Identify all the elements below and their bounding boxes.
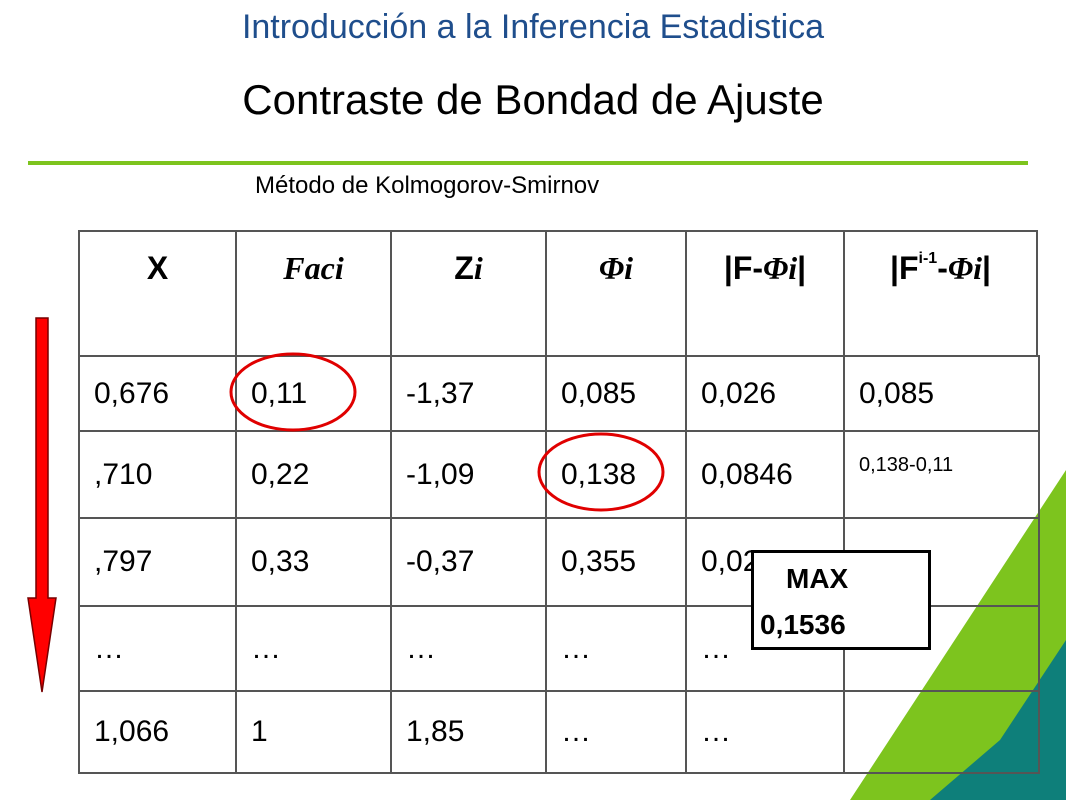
table-cell: 1,066 bbox=[78, 690, 237, 774]
header-text: Φi bbox=[947, 250, 982, 286]
header-cell: X bbox=[78, 230, 237, 357]
table-cell: … bbox=[235, 605, 392, 692]
corner-teal bbox=[930, 640, 1066, 800]
cell-text: 0,676 bbox=[94, 376, 170, 410]
cell-text: 0,085 bbox=[859, 376, 935, 410]
header-text: Φi bbox=[763, 250, 798, 286]
max-box: MAX 0,1536 bbox=[751, 550, 931, 650]
table-cell: -0,37 bbox=[390, 517, 547, 607]
cell-text: 1,066 bbox=[94, 715, 170, 748]
cell-text: … bbox=[251, 631, 281, 665]
cell-text: -1,09 bbox=[406, 457, 475, 491]
max-label: MAX bbox=[786, 563, 849, 594]
cell-text: … bbox=[701, 715, 731, 748]
header-text: Z bbox=[454, 250, 474, 286]
table-cell: 0,085 bbox=[545, 355, 687, 432]
table-cell: 0,026 bbox=[685, 355, 845, 432]
table-cell: 0,138 bbox=[545, 430, 687, 519]
table-cell: -1,09 bbox=[390, 430, 547, 519]
cell-text: ,797 bbox=[94, 545, 153, 578]
table-cell: … bbox=[685, 690, 845, 774]
max-value: 0,1536 bbox=[760, 609, 846, 640]
table-cell: 0,355 bbox=[545, 517, 687, 607]
table-cell: … bbox=[545, 605, 687, 692]
table-cell: 1 bbox=[235, 690, 392, 774]
table-cell: 0,0846 bbox=[685, 430, 845, 519]
table-cell: 0,22 bbox=[235, 430, 392, 519]
cell-text: 0,026 bbox=[701, 376, 777, 410]
title: Introducción a la Inferencia Estadistica bbox=[241, 8, 825, 46]
cell-text: -1,37 bbox=[406, 376, 475, 410]
table-cell: 0,33 bbox=[235, 517, 392, 607]
cell-text: 0,0846 bbox=[701, 457, 793, 491]
table-cell: 0,138-0,11 bbox=[843, 430, 1040, 519]
table-cell: 1,85 bbox=[390, 690, 547, 774]
table-cell: ,710 bbox=[78, 430, 237, 519]
table-cell: 0,085 bbox=[843, 355, 1040, 432]
cell-text: 0,138 bbox=[561, 457, 637, 491]
table-cell bbox=[843, 690, 1040, 774]
header-cell: |F i-1- Φi | bbox=[843, 230, 1038, 357]
header-cell: |F- Φi | bbox=[685, 230, 845, 357]
table-cell: ,797 bbox=[78, 517, 237, 607]
cell-text: … bbox=[561, 715, 591, 748]
cell-text: 1,85 bbox=[406, 715, 465, 748]
header-text: Φi bbox=[598, 250, 634, 286]
header-text: | bbox=[982, 250, 991, 286]
subtitle: Contraste de Bondad de Ajuste bbox=[242, 76, 824, 123]
table-cell: … bbox=[545, 690, 687, 774]
header-cell: Faci bbox=[235, 230, 392, 357]
down-arrow bbox=[27, 317, 57, 693]
cell-text: 0,33 bbox=[251, 545, 310, 578]
cell-text: … bbox=[701, 631, 731, 665]
table-cell: -1,37 bbox=[390, 355, 547, 432]
cell-text: 0,355 bbox=[561, 545, 637, 578]
header-text: | bbox=[797, 250, 807, 286]
corner-green bbox=[850, 470, 1066, 800]
table-cell: … bbox=[78, 605, 237, 692]
cell-text: ,710 bbox=[94, 457, 153, 491]
header-text: i-1 bbox=[918, 250, 938, 267]
cell-text: 0,138-0,11 bbox=[859, 454, 954, 476]
header-text: X bbox=[146, 250, 169, 286]
header-text: - bbox=[937, 250, 948, 286]
header-text: i bbox=[473, 250, 483, 286]
cell-text: 1 bbox=[251, 715, 268, 748]
cell-text: -0,37 bbox=[406, 545, 475, 578]
cell-text: 0,11 bbox=[251, 376, 308, 410]
method: Método de Kolmogorov-Smirnov bbox=[255, 172, 600, 199]
header-text: |F- bbox=[723, 250, 764, 286]
table-cell: 0,676 bbox=[78, 355, 237, 432]
cell-text: 0,22 bbox=[251, 457, 310, 491]
cell-text: … bbox=[94, 631, 124, 665]
cell-text: … bbox=[561, 631, 591, 665]
table-cell: … bbox=[390, 605, 547, 692]
cell-text: … bbox=[406, 631, 436, 665]
header-text: Faci bbox=[283, 250, 344, 286]
header-text: |F bbox=[890, 250, 919, 286]
table-cell: 0,11 bbox=[235, 355, 392, 432]
cell-text: 0,085 bbox=[561, 376, 637, 410]
header-cell: Φi bbox=[545, 230, 687, 357]
